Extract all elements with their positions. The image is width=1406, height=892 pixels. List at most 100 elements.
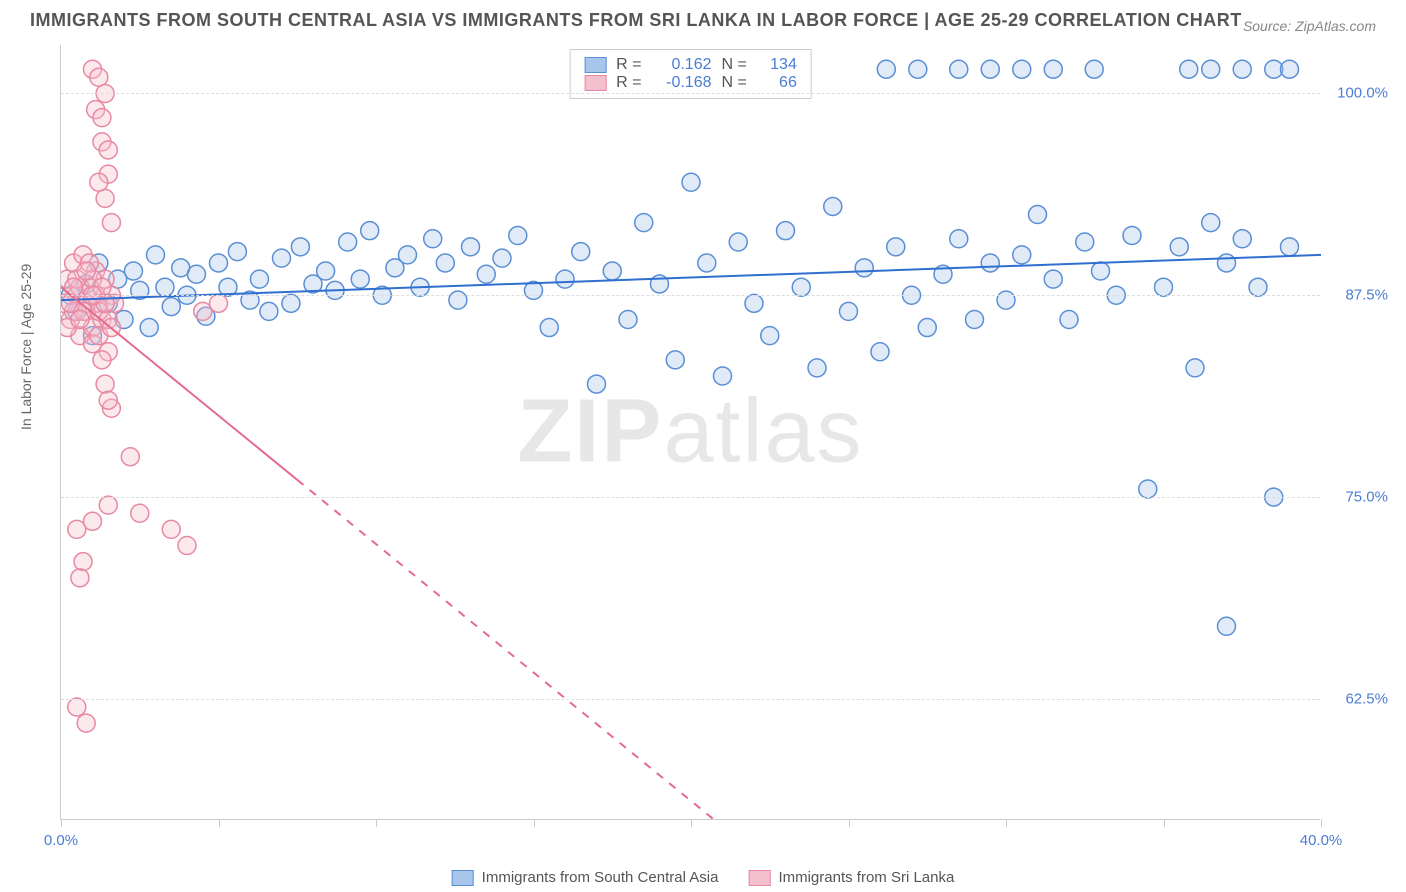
data-point [462,238,480,256]
data-point [824,197,842,215]
data-point [93,351,111,369]
x-tick [849,819,850,827]
data-point [178,537,196,555]
data-point [1044,270,1062,288]
gridline-h [61,699,1320,700]
data-point [84,512,102,530]
data-point [887,238,905,256]
legend-swatch [584,57,606,73]
y-tick-label: 75.0% [1345,489,1388,506]
legend-r-value: 0.162 [652,56,712,74]
data-point [291,238,309,256]
data-point [745,294,763,312]
trend-line-dashed [297,480,754,820]
x-tick-label: 0.0% [44,832,78,849]
legend-r-value: -0.168 [652,74,712,92]
data-point [761,327,779,345]
data-point [1155,278,1173,296]
data-point [102,214,120,232]
data-point [698,254,716,272]
data-point [572,243,590,261]
data-point [1013,246,1031,264]
data-point [90,68,108,86]
legend-row: R = 0.162 N = 134 [584,56,797,74]
x-tick-label: 40.0% [1300,832,1343,849]
data-point [714,367,732,385]
data-point [1013,60,1031,78]
data-point [1123,227,1141,245]
legend-r-label: R = [616,56,641,74]
data-point [792,278,810,296]
data-point [1076,233,1094,251]
y-tick-label: 87.5% [1345,287,1388,304]
data-point [96,189,114,207]
data-point [121,448,139,466]
chart-plot-area: ZIPatlas R = 0.162 N = 134 R = -0.168 N … [60,45,1320,820]
legend-series-label: Immigrants from Sri Lanka [778,869,954,886]
data-point [68,698,86,716]
legend-swatch [584,75,606,91]
data-point [682,173,700,191]
data-point [282,294,300,312]
data-point [855,259,873,277]
source-attribution: Source: ZipAtlas.com [1243,18,1376,34]
y-axis-label: In Labor Force | Age 25-29 [18,264,34,430]
data-point [260,302,278,320]
gridline-h [61,295,1320,296]
data-point [966,310,984,328]
data-point [1085,60,1103,78]
data-point [1044,60,1062,78]
x-tick [691,819,692,827]
data-point [424,230,442,248]
data-point [71,310,89,328]
legend-n-value: 66 [757,74,797,92]
data-point [90,173,108,191]
data-point [1202,214,1220,232]
data-point [1060,310,1078,328]
scatter-svg [61,45,1321,820]
data-point [124,262,142,280]
data-point [339,233,357,251]
y-tick-label: 62.5% [1345,690,1388,707]
data-point [509,227,527,245]
data-point [361,222,379,240]
legend-series-label: Immigrants from South Central Asia [482,869,719,886]
data-point [997,291,1015,309]
data-point [77,262,95,280]
data-point [981,60,999,78]
data-point [1180,60,1198,78]
series-legend: Immigrants from South Central Asia Immigr… [452,869,955,886]
data-point [162,298,180,316]
x-tick [376,819,377,827]
data-point [250,270,268,288]
bottom-legend-item: Immigrants from South Central Asia [452,869,719,886]
data-point [540,319,558,337]
data-point [156,278,174,296]
data-point [603,262,621,280]
data-point [1029,206,1047,224]
data-point [918,319,936,337]
data-point [96,375,114,393]
legend-row: R = -0.168 N = 66 [584,74,797,92]
data-point [950,60,968,78]
data-point [187,265,205,283]
chart-title: IMMIGRANTS FROM SOUTH CENTRAL ASIA VS IM… [30,10,1242,31]
data-point [162,520,180,538]
gridline-h [61,497,1320,498]
data-point [77,714,95,732]
data-point [273,249,291,267]
y-tick-label: 100.0% [1337,85,1388,102]
x-tick [219,819,220,827]
data-point [1281,60,1299,78]
data-point [729,233,747,251]
data-point [1186,359,1204,377]
data-point [950,230,968,248]
data-point [1218,617,1236,635]
data-point [588,375,606,393]
legend-n-label: N = [722,56,747,74]
data-point [877,60,895,78]
data-point [808,359,826,377]
data-point [1233,230,1251,248]
data-point [210,294,228,312]
data-point [477,265,495,283]
